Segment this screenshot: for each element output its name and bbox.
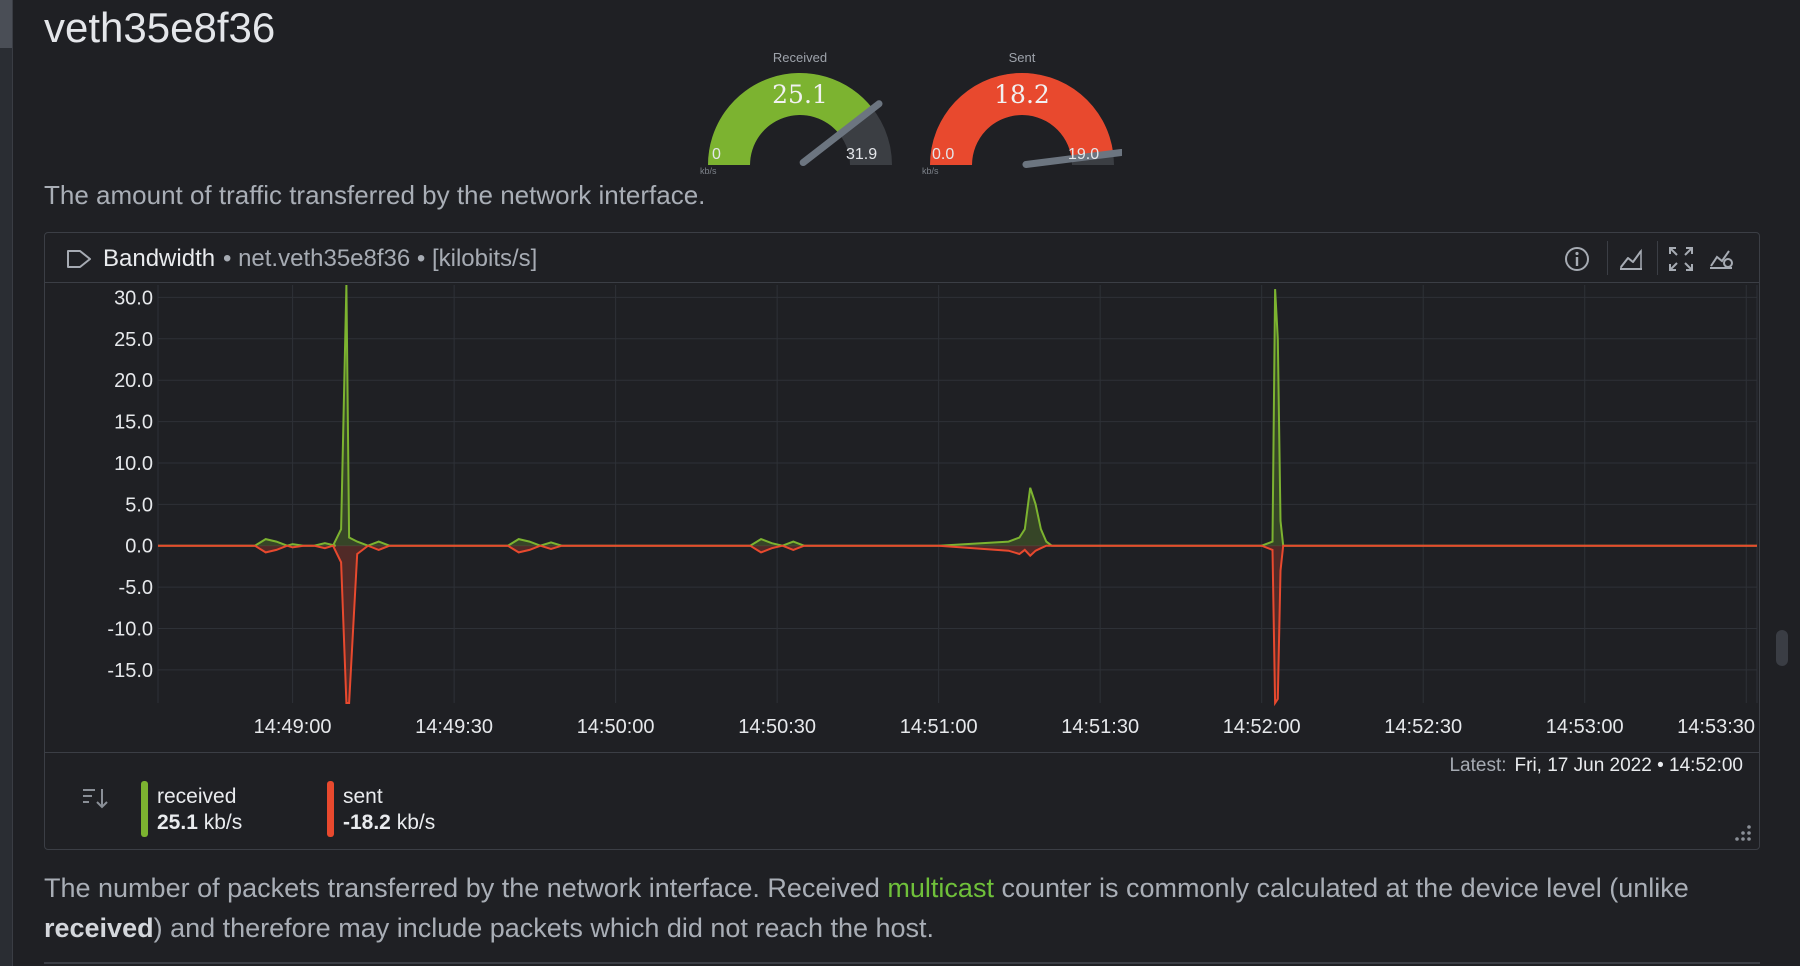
series-area-received [158, 285, 1757, 546]
toolbar-separator [1607, 241, 1608, 275]
panel-title: Bandwidth [103, 245, 216, 272]
legend-value: -18.2 kb/s [343, 811, 435, 835]
resize-handle-icon[interactable] [1731, 821, 1753, 843]
bandwidth-description: The amount of traffic transferred by the… [44, 180, 706, 210]
x-tick-label: 14:49:30 [415, 716, 493, 738]
x-tick-label: 14:51:30 [1061, 716, 1139, 738]
chart-tag-icon [67, 250, 91, 268]
y-tick-label: 10.0 [114, 453, 153, 475]
x-tick-label: 14:50:00 [577, 716, 655, 738]
gauge-max: 31.9 [846, 146, 878, 163]
x-tick-label: 14:50:30 [738, 716, 816, 738]
x-axis: 14:49:00 14:49:30 14:50:00 14:50:30 14:51:00… [254, 716, 1755, 738]
gauge-fill [930, 72, 1114, 165]
legend-number: 25.1 [157, 811, 198, 834]
packets-desc-bold: received [44, 913, 154, 943]
gauge-fill [708, 72, 873, 165]
y-tick-label: 5.0 [125, 494, 153, 516]
x-tick-label: 14:51:00 [900, 716, 978, 738]
series-area-sent [158, 545, 1757, 703]
y-axis: 30.0 25.0 20.0 15.0 10.0 5.0 0.0 -5.0 -10.0 -15.0 [107, 287, 153, 681]
gauge-title: Received [772, 50, 828, 65]
packets-desc-part: counter is commonly calculated at the de… [993, 873, 1689, 903]
info-icon[interactable] [1561, 243, 1593, 275]
fullscreen-icon[interactable] [1665, 243, 1697, 275]
panel-header: Bandwidth • net.veth35e8f36 • [kilobits/… [45, 233, 1759, 283]
panel-context: • net.veth35e8f36 • [kilobits/s] [223, 245, 538, 272]
legend-color-bar [327, 781, 334, 837]
packets-desc-part: The number of packets transferred by the… [44, 873, 888, 903]
gauge-unit: kb/s [922, 166, 939, 176]
bandwidth-chart-panel: Bandwidth • net.veth35e8f36 • [kilobits/… [44, 232, 1760, 850]
x-tick-label: 14:49:00 [254, 716, 332, 738]
legend-value: 25.1 kb/s [157, 811, 242, 835]
gauge-min: 0 [712, 146, 721, 163]
bandwidth-chart[interactable]: 30.0 25.0 20.0 15.0 10.0 5.0 0.0 -5.0 -10.0 -15.0… [45, 283, 1759, 753]
y-tick-label: -15.0 [107, 660, 153, 682]
received-gauge: Received 25.1 0 kb/s 31.9 [700, 50, 900, 180]
gauge-value: 25.1 [772, 80, 828, 109]
page-title: veth35e8f36 [44, 4, 276, 51]
gauge-needle [799, 100, 883, 167]
sent-gauge: Sent 18.2 0.0 kb/s 19.0 [922, 50, 1122, 180]
left-rail [0, 0, 13, 966]
page-scrollbar-thumb[interactable] [1776, 630, 1788, 666]
chart-area[interactable]: 30.0 25.0 20.0 15.0 10.0 5.0 0.0 -5.0 -10.0 -15.0… [45, 283, 1759, 753]
gauge-title: Sent [1008, 50, 1036, 65]
gauge-dial [930, 72, 1122, 168]
left-rail-thumb[interactable] [0, 0, 12, 48]
line-chart-icon[interactable] [1615, 243, 1647, 275]
y-tick-label: -5.0 [119, 577, 153, 599]
x-tick-label: 14:52:00 [1223, 716, 1301, 738]
series-line-sent [158, 544, 1757, 707]
sort-icon[interactable] [81, 786, 111, 812]
y-tick-label: 25.0 [114, 329, 153, 351]
y-tick-label: 20.0 [114, 370, 153, 392]
series-line-received [158, 284, 1757, 547]
gauge-max: 19.0 [1068, 146, 1100, 163]
legend-unit: kb/s [203, 811, 243, 834]
section-divider [44, 962, 1760, 964]
latest-value: Fri, 17 Jun 2022 • 14:52:00 [1514, 755, 1743, 776]
legend-unit: kb/s [396, 811, 436, 834]
packets-desc-part: ) and therefore may include packets whic… [153, 913, 935, 943]
y-tick-label: 15.0 [114, 412, 153, 434]
legend-name: received [157, 785, 237, 808]
legend-name: sent [343, 785, 383, 808]
y-tick-label: -10.0 [107, 619, 153, 641]
multicast-link[interactable]: multicast [887, 873, 994, 903]
y-tick-label: 0.0 [125, 536, 153, 558]
chart-grid [157, 285, 1758, 703]
gauge-min: 0.0 [932, 146, 955, 163]
latest-timestamp: Latest: Fri, 17 Jun 2022 • 14:52:00 [1449, 755, 1743, 777]
gauge-needle [1022, 148, 1122, 168]
gauge-dial [708, 72, 892, 167]
gauge-value: 18.2 [994, 80, 1050, 109]
packets-description: The number of packets transferred by the… [44, 868, 1764, 948]
legend-number: -18.2 [343, 811, 391, 834]
toolbar-separator [1657, 241, 1658, 275]
x-tick-label: 14:53:00 [1546, 716, 1624, 738]
gauge-unit: kb/s [700, 166, 717, 176]
chart-settings-icon[interactable] [1705, 243, 1737, 275]
legend-color-bar [141, 781, 148, 837]
x-tick-label: 14:53:30 [1677, 716, 1755, 738]
y-tick-label: 30.0 [114, 287, 153, 309]
x-tick-label: 14:52:30 [1384, 716, 1462, 738]
latest-label: Latest: [1449, 755, 1507, 776]
chart-series [158, 284, 1757, 707]
